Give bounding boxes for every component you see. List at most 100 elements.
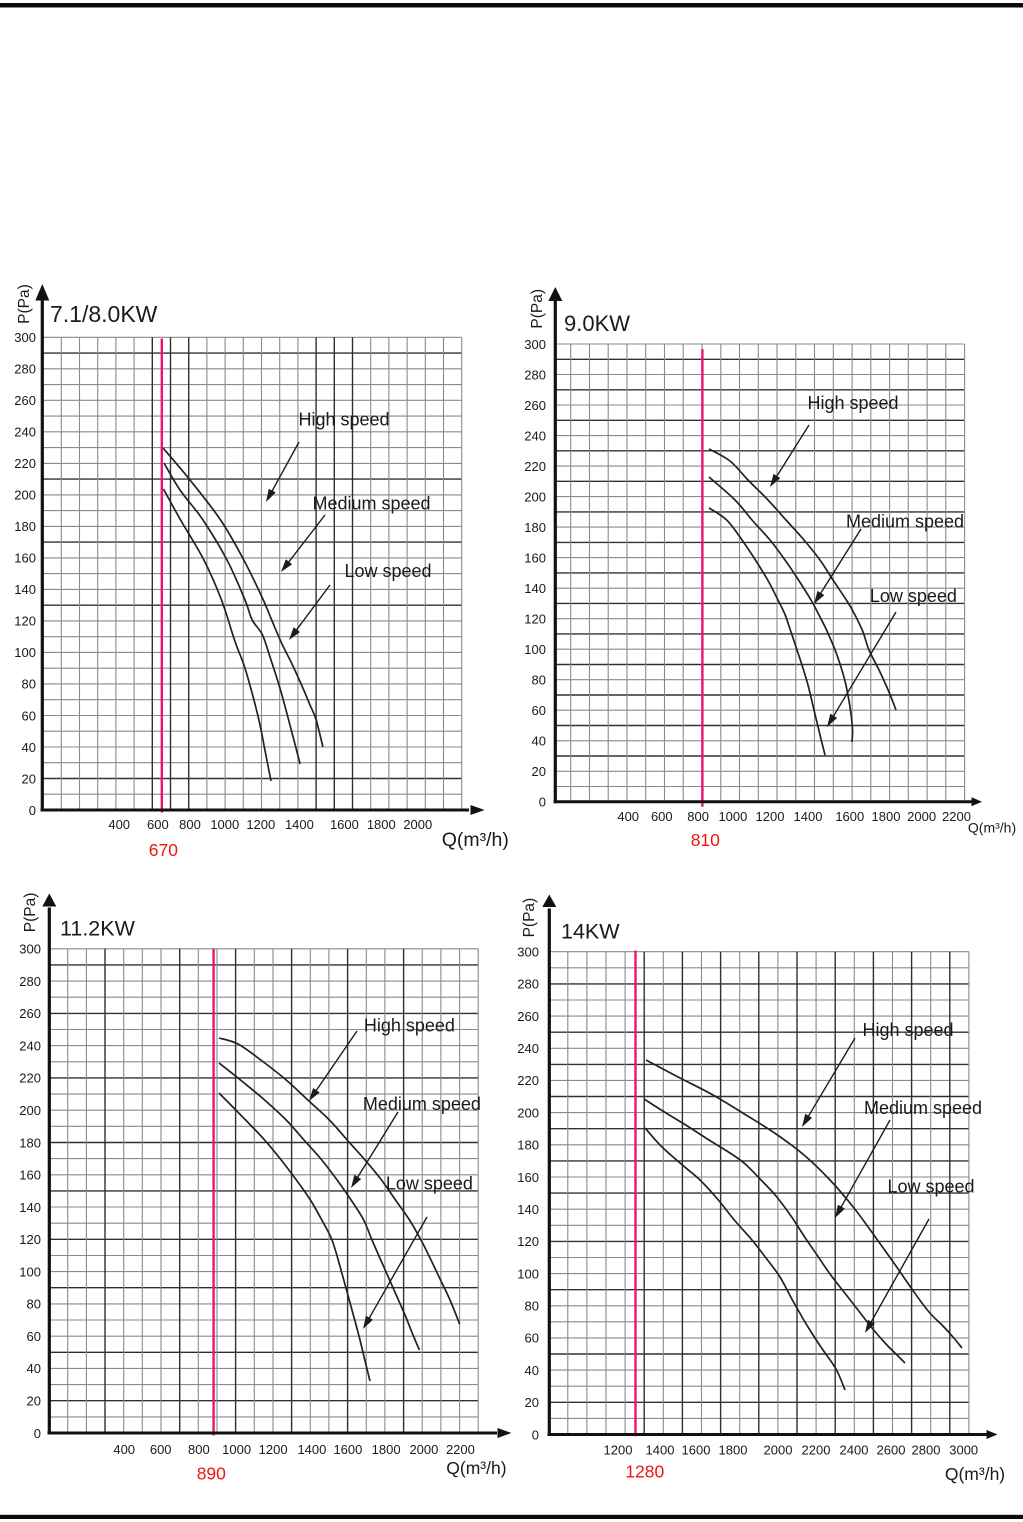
svg-text:Medium speed: Medium speed bbox=[363, 1094, 481, 1114]
svg-text:140: 140 bbox=[517, 1202, 539, 1217]
svg-text:20: 20 bbox=[27, 1394, 41, 1409]
svg-text:280: 280 bbox=[524, 367, 546, 382]
svg-text:120: 120 bbox=[524, 612, 546, 627]
svg-text:1000: 1000 bbox=[210, 817, 239, 832]
svg-text:600: 600 bbox=[150, 1442, 172, 1457]
svg-text:160: 160 bbox=[19, 1168, 41, 1183]
svg-text:1600: 1600 bbox=[835, 809, 864, 824]
svg-text:180: 180 bbox=[19, 1135, 41, 1150]
svg-text:100: 100 bbox=[19, 1264, 41, 1279]
svg-text:400: 400 bbox=[108, 817, 130, 832]
svg-text:0: 0 bbox=[532, 1427, 539, 1442]
svg-text:160: 160 bbox=[524, 550, 546, 565]
svg-text:High speed: High speed bbox=[364, 1016, 455, 1036]
svg-text:High speed: High speed bbox=[298, 410, 389, 430]
svg-text:200: 200 bbox=[524, 489, 546, 504]
svg-text:80: 80 bbox=[27, 1297, 41, 1312]
svg-text:200: 200 bbox=[19, 1103, 41, 1118]
svg-text:1800: 1800 bbox=[372, 1442, 401, 1457]
svg-text:1200: 1200 bbox=[259, 1442, 288, 1457]
svg-text:2200: 2200 bbox=[802, 1442, 831, 1457]
svg-text:1200: 1200 bbox=[604, 1442, 633, 1457]
svg-text:Medium speed: Medium speed bbox=[312, 494, 430, 514]
svg-text:P(Pa): P(Pa) bbox=[529, 289, 546, 329]
svg-text:800: 800 bbox=[179, 817, 201, 832]
svg-text:2200: 2200 bbox=[446, 1442, 475, 1457]
svg-text:P(Pa): P(Pa) bbox=[16, 284, 33, 324]
svg-text:1200: 1200 bbox=[246, 817, 275, 832]
svg-text:280: 280 bbox=[14, 362, 36, 377]
svg-text:2200: 2200 bbox=[942, 809, 971, 824]
svg-text:240: 240 bbox=[517, 1041, 539, 1056]
svg-text:1280: 1280 bbox=[625, 1462, 664, 1482]
svg-text:14KW: 14KW bbox=[561, 920, 620, 944]
svg-text:300: 300 bbox=[14, 330, 36, 345]
svg-text:100: 100 bbox=[14, 645, 36, 660]
svg-text:11.2KW: 11.2KW bbox=[60, 917, 136, 941]
svg-text:60: 60 bbox=[27, 1329, 41, 1344]
svg-text:260: 260 bbox=[19, 1006, 41, 1021]
svg-text:1600: 1600 bbox=[333, 1442, 362, 1457]
svg-text:2800: 2800 bbox=[912, 1442, 941, 1457]
svg-text:60: 60 bbox=[525, 1331, 539, 1346]
svg-text:Medium speed: Medium speed bbox=[864, 1098, 982, 1118]
svg-text:20: 20 bbox=[532, 764, 546, 779]
svg-text:1800: 1800 bbox=[719, 1442, 748, 1457]
svg-text:220: 220 bbox=[14, 456, 36, 471]
svg-text:600: 600 bbox=[651, 809, 673, 824]
svg-text:Medium speed: Medium speed bbox=[846, 512, 964, 532]
svg-text:1000: 1000 bbox=[222, 1442, 251, 1457]
svg-text:40: 40 bbox=[27, 1361, 41, 1376]
svg-text:300: 300 bbox=[19, 942, 41, 957]
svg-text:1400: 1400 bbox=[297, 1442, 326, 1457]
svg-text:40: 40 bbox=[22, 740, 36, 755]
svg-text:200: 200 bbox=[517, 1105, 539, 1120]
svg-text:High speed: High speed bbox=[807, 393, 898, 413]
svg-text:1400: 1400 bbox=[794, 809, 823, 824]
svg-text:240: 240 bbox=[14, 425, 36, 440]
svg-text:890: 890 bbox=[197, 1464, 226, 1484]
svg-text:1400: 1400 bbox=[285, 817, 314, 832]
svg-text:280: 280 bbox=[517, 977, 539, 992]
svg-text:1600: 1600 bbox=[330, 817, 359, 832]
svg-text:9.0KW: 9.0KW bbox=[564, 311, 630, 336]
svg-text:Low speed: Low speed bbox=[386, 1173, 473, 1193]
svg-text:220: 220 bbox=[517, 1073, 539, 1088]
svg-text:Low speed: Low speed bbox=[344, 561, 431, 581]
svg-text:Q(m³/h): Q(m³/h) bbox=[968, 820, 1016, 836]
svg-text:Low speed: Low speed bbox=[870, 586, 957, 606]
svg-text:40: 40 bbox=[532, 734, 546, 749]
svg-text:2600: 2600 bbox=[877, 1442, 906, 1457]
svg-text:810: 810 bbox=[691, 830, 720, 850]
svg-text:300: 300 bbox=[517, 945, 539, 960]
svg-text:1200: 1200 bbox=[756, 809, 785, 824]
svg-text:1800: 1800 bbox=[367, 817, 396, 832]
svg-text:180: 180 bbox=[14, 519, 36, 534]
svg-text:180: 180 bbox=[517, 1138, 539, 1153]
svg-text:180: 180 bbox=[524, 520, 546, 535]
svg-text:80: 80 bbox=[532, 673, 546, 688]
svg-text:800: 800 bbox=[188, 1442, 210, 1457]
svg-text:200: 200 bbox=[14, 488, 36, 503]
svg-text:120: 120 bbox=[14, 614, 36, 629]
svg-text:100: 100 bbox=[517, 1266, 539, 1281]
svg-text:300: 300 bbox=[524, 337, 546, 352]
svg-text:60: 60 bbox=[532, 703, 546, 718]
svg-text:80: 80 bbox=[525, 1299, 539, 1314]
svg-text:220: 220 bbox=[19, 1071, 41, 1086]
svg-text:80: 80 bbox=[22, 677, 36, 692]
svg-text:240: 240 bbox=[19, 1038, 41, 1053]
svg-text:3000: 3000 bbox=[949, 1442, 978, 1457]
svg-text:60: 60 bbox=[22, 708, 36, 723]
svg-text:800: 800 bbox=[687, 809, 709, 824]
svg-text:240: 240 bbox=[524, 428, 546, 443]
svg-text:1400: 1400 bbox=[646, 1442, 675, 1457]
svg-text:670: 670 bbox=[149, 840, 178, 860]
svg-text:400: 400 bbox=[617, 809, 639, 824]
svg-text:40: 40 bbox=[525, 1363, 539, 1378]
svg-text:140: 140 bbox=[19, 1200, 41, 1215]
svg-text:2000: 2000 bbox=[409, 1442, 438, 1457]
svg-text:260: 260 bbox=[517, 1009, 539, 1024]
svg-text:140: 140 bbox=[14, 582, 36, 597]
svg-text:2000: 2000 bbox=[764, 1442, 793, 1457]
